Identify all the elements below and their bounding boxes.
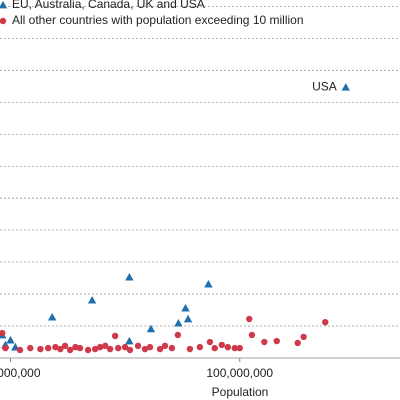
circle-point xyxy=(111,332,119,340)
legend-marker xyxy=(0,0,8,9)
triangle-point xyxy=(6,335,15,344)
circle-point xyxy=(248,331,256,339)
circle-point xyxy=(2,344,9,352)
legend-label: EU, Australia, Canada, UK and USA xyxy=(12,0,205,11)
circle-point xyxy=(300,333,307,341)
x-tick-label: 100,000,000 xyxy=(206,366,273,380)
circle-point xyxy=(27,344,34,352)
circle-point xyxy=(294,339,301,347)
legend-marker xyxy=(0,17,7,25)
x-axis-label: Population xyxy=(212,385,269,399)
circle-point xyxy=(61,342,69,350)
circle-point xyxy=(121,343,129,351)
circle-point xyxy=(206,338,214,346)
circle-point xyxy=(0,329,6,337)
circle-point xyxy=(322,319,329,326)
legend-label: All other countries with population exce… xyxy=(12,13,304,27)
circle-point xyxy=(246,315,253,323)
circle-point xyxy=(16,346,24,354)
circle-point xyxy=(231,344,238,352)
circle-point xyxy=(218,341,225,349)
triangle-point xyxy=(125,336,134,345)
circle-point xyxy=(273,337,280,345)
triangle-point xyxy=(146,324,156,333)
triangle-point xyxy=(341,83,350,91)
circle-point xyxy=(52,343,59,351)
circle-point xyxy=(161,342,169,350)
triangle-point xyxy=(181,303,190,312)
triangle-point xyxy=(125,272,134,281)
circle-point xyxy=(126,346,134,354)
triangle-point xyxy=(183,314,193,323)
circle-point xyxy=(174,331,182,339)
triangle-point xyxy=(87,295,97,304)
circle-point xyxy=(115,344,122,352)
circle-point xyxy=(168,344,176,352)
circle-point xyxy=(196,343,204,351)
circle-point xyxy=(224,343,232,351)
triangle-point xyxy=(204,279,213,288)
circle-point xyxy=(91,345,99,353)
x-tick-label: 10,000,000 xyxy=(0,366,41,380)
circle-point xyxy=(261,338,268,346)
circle-point xyxy=(134,342,142,350)
circle-point xyxy=(44,344,52,352)
triangle-point xyxy=(174,318,183,327)
circle-point xyxy=(146,343,154,351)
circle-point xyxy=(37,345,44,353)
circle-point xyxy=(102,342,109,350)
circle-point xyxy=(57,345,64,353)
circle-point xyxy=(141,345,149,353)
circle-point xyxy=(186,345,194,353)
circle-point xyxy=(106,345,114,353)
circle-point xyxy=(96,343,104,351)
annotation: USA xyxy=(312,79,337,93)
circle-point xyxy=(211,344,218,352)
circle-point xyxy=(76,344,84,352)
circle-point xyxy=(236,344,243,352)
triangle-point xyxy=(47,312,57,321)
circle-point xyxy=(66,346,74,354)
circle-point xyxy=(156,345,164,353)
circle-point xyxy=(84,346,92,354)
